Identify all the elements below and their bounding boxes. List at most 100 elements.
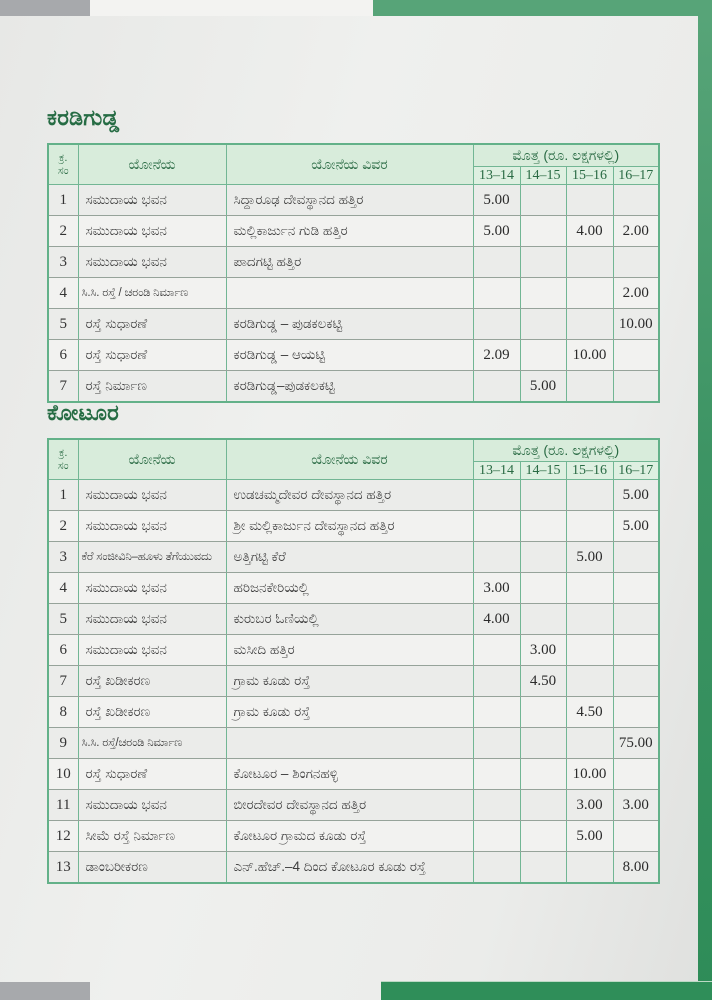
table-row: 11 ಸಮುದಾಯ ಭವನ ಬೀರದೇವರ ದೇವಸ್ಥಾನದ ಹತ್ತಿರ 3.00… — [47, 789, 660, 821]
amount-14-15-cell — [519, 339, 567, 371]
table-row: 13 ಡಾಂಬರೀಕರಣ ಎನ್.ಹೆಚ್.–4 ದಿಂದ ಕೋಟೂರ ಕೂಡು ರ… — [47, 851, 660, 884]
amount-13-14-cell: 5.00 — [472, 215, 521, 247]
amount-15-16-cell — [565, 370, 614, 403]
row-number: 6 — [47, 339, 79, 371]
amount-15-16-cell: 5.00 — [565, 541, 614, 573]
row-number: 5 — [47, 603, 79, 635]
amount-13-14-cell — [472, 308, 521, 340]
amount-15-16-cell — [565, 634, 614, 666]
amount-16-17-cell — [612, 572, 660, 604]
row-number: 2 — [47, 510, 79, 542]
amount-13-14-cell — [472, 665, 521, 697]
amount-13-14-cell — [472, 789, 521, 821]
col-header-scheme: ಯೋನೆಯ — [77, 143, 227, 185]
scheme-name-cell: ಸಮುದಾಯ ಭವನ — [77, 215, 227, 247]
amount-16-17-cell — [612, 370, 660, 403]
scheme-details-cell: ಪಾದಗಟ್ಟಿ ಹತ್ತಿರ — [225, 246, 474, 278]
amount-15-16-cell: 10.00 — [565, 339, 614, 371]
col-header-details: ಯೋನೆಯ ವಿವರ — [225, 438, 474, 480]
scheme-details-cell: ಗ್ರಾಮ ಕೂಡು ರಸ್ತೆ — [225, 696, 474, 728]
scheme-details-cell: ಕೋಟೂರ – ಶಿಂಗನಹಳ್ಳಿ — [225, 758, 474, 790]
amount-16-17-cell: 8.00 — [612, 851, 660, 884]
scheme-name-cell: ಸಮುದಾಯ ಭವನ — [77, 634, 227, 666]
table-row: 6 ಸಮುದಾಯ ಭವನ ಮಸೀದಿ ಹತ್ತಿರ 3.00 — [47, 634, 660, 666]
row-number: 9 — [47, 727, 79, 759]
amount-15-16-cell — [565, 851, 614, 884]
amount-14-15-cell — [519, 215, 567, 247]
scheme-name-cell: ಸಮುದಾಯ ಭವನ — [77, 789, 227, 821]
amount-14-15-cell — [519, 246, 567, 278]
row-number: 5 — [47, 308, 79, 340]
scheme-details-cell: ಕುರುಬರ ಓಣಿಯಲ್ಲಿ — [225, 603, 474, 635]
amount-16-17-cell — [612, 665, 660, 697]
amount-13-14-cell — [472, 851, 521, 884]
col-header-scheme: ಯೋನೆಯ — [77, 438, 227, 480]
row-number: 11 — [47, 789, 79, 821]
amount-14-15-cell — [519, 277, 567, 309]
works-table: ಕ್ರ. ಸಂ ಯೋನೆಯ ಯೋನೆಯ ವಿವರ ಮೊತ್ತ (ರೂ. ಲಕ್ಷ… — [47, 143, 661, 403]
section-heading: ಕರಡಿಗುಡ್ಡ — [47, 105, 120, 130]
amount-15-16-cell — [565, 184, 614, 216]
scheme-details-cell: ಕೋಟೂರ ಗ್ರಾಮದ ಕೂಡು ರಸ್ತೆ — [225, 820, 474, 852]
amount-16-17-cell: 2.00 — [612, 215, 660, 247]
amount-15-16-cell — [565, 510, 614, 542]
amount-14-15-cell — [519, 789, 567, 821]
scheme-details-cell: ಕರಡಿಗುಡ್ಡ – ಪುಡಕಲಕಟ್ಟಿ — [225, 308, 474, 340]
amount-15-16-cell: 5.00 — [565, 820, 614, 852]
table-row: 3 ಸಮುದಾಯ ಭವನ ಪಾದಗಟ್ಟಿ ಹತ್ತಿರ — [47, 246, 660, 278]
scheme-name-cell: ಸಮುದಾಯ ಭವನ — [77, 246, 227, 278]
row-number: 12 — [47, 820, 79, 852]
top-left-gray-bar — [0, 0, 90, 16]
col-header-year-16-17: 16–17 — [612, 461, 660, 480]
scheme-details-cell: ಹರಿಜನಕೇರಿಯಲ್ಲಿ — [225, 572, 474, 604]
amount-14-15-cell — [519, 820, 567, 852]
amount-15-16-cell: 4.00 — [565, 215, 614, 247]
col-header-year-13-14: 13–14 — [472, 166, 521, 185]
amount-14-15-cell — [519, 479, 567, 511]
amount-13-14-cell: 4.00 — [472, 603, 521, 635]
amount-15-16-cell — [565, 308, 614, 340]
works-table: ಕ್ರ. ಸಂ ಯೋನೆಯ ಯೋನೆಯ ವಿವರ ಮೊತ್ತ (ರೂ. ಲಕ್ಷ… — [47, 438, 661, 884]
amount-13-14-cell — [472, 246, 521, 278]
scheme-details-cell — [225, 277, 474, 309]
row-number: 7 — [47, 665, 79, 697]
table-row: 5 ರಸ್ತೆ ಸುಧಾರಣೆ ಕರಡಿಗುಡ್ಡ – ಪುಡಕಲಕಟ್ಟಿ 10.0… — [47, 308, 660, 340]
amount-14-15-cell: 4.50 — [519, 665, 567, 697]
row-number: 6 — [47, 634, 79, 666]
row-number: 1 — [47, 184, 79, 216]
row-number: 3 — [47, 246, 79, 278]
row-number: 4 — [47, 277, 79, 309]
amount-13-14-cell — [472, 820, 521, 852]
amount-14-15-cell: 3.00 — [519, 634, 567, 666]
amount-14-15-cell — [519, 572, 567, 604]
top-green-bar — [373, 0, 712, 16]
serial-header-line1: ಕ್ರ. — [59, 446, 68, 459]
amount-14-15-cell — [519, 510, 567, 542]
amount-16-17-cell — [612, 339, 660, 371]
col-header-year-16-17: 16–17 — [612, 166, 660, 185]
amount-15-16-cell — [565, 479, 614, 511]
serial-header-line1: ಕ್ರ. — [59, 151, 68, 164]
amount-14-15-cell — [519, 727, 567, 759]
amount-14-15-cell — [519, 603, 567, 635]
col-header-serial: ಕ್ರ. ಸಂ — [47, 438, 79, 480]
section-kotur: ಕೋಟೂರ ಕ್ರ. ಸಂ ಯೋನೆಯ ಯೋನೆಯ ವಿವರ ಮೊತ್ತ (ರೂ… — [47, 399, 661, 884]
amount-15-16-cell — [565, 603, 614, 635]
bottom-green-bar — [381, 981, 712, 1000]
table-row: 2 ಸಮುದಾಯ ಭವನ ಶ್ರೀ ಮಲ್ಲಿಕಾರ್ಜುನ ದೇವಸ್ಥಾನದ ಹ… — [47, 510, 660, 542]
table-row: 9 ಸಿ.ಸಿ. ರಸ್ತೆ/ಚರಂಡಿ ನಿರ್ಮಾಣ 75.00 — [47, 727, 660, 759]
table-row: 1 ಸಮುದಾಯ ಭವನ ಉಡಚಮ್ಮದೇವರ ದೇವಸ್ಥಾನದ ಹತ್ತಿರ 5.… — [47, 479, 660, 511]
amount-13-14-cell — [472, 479, 521, 511]
scheme-name-cell: ರಸ್ತೆ ಖಡೀಕರಣ — [77, 696, 227, 728]
col-header-year-15-16: 15–16 — [565, 166, 614, 185]
amount-13-14-cell — [472, 758, 521, 790]
col-header-amount: ಮೊತ್ತ (ರೂ. ಲಕ್ಷಗಳಲ್ಲಿ) — [472, 438, 660, 462]
scheme-name-cell: ಸೀಮೆ ರಸ್ತೆ ನಿರ್ಮಾಣ — [77, 820, 227, 852]
row-number: 1 — [47, 479, 79, 511]
table-row: 7 ರಸ್ತೆ ನಿರ್ಮಾಣ ಕರಡಿಗುಡ್ಡ–ಪುಡಕಲಕಟ್ಟಿ 5.00 — [47, 370, 660, 403]
serial-header-line2: ಸಂ — [57, 459, 69, 472]
scheme-details-cell: ಮಲ್ಲಿಕಾರ್ಜುನ ಗುಡಿ ಹತ್ತಿರ — [225, 215, 474, 247]
scheme-name-cell: ರಸ್ತೆ ಸುಧಾರಣೆ — [77, 758, 227, 790]
amount-16-17-cell — [612, 696, 660, 728]
amount-13-14-cell — [472, 727, 521, 759]
